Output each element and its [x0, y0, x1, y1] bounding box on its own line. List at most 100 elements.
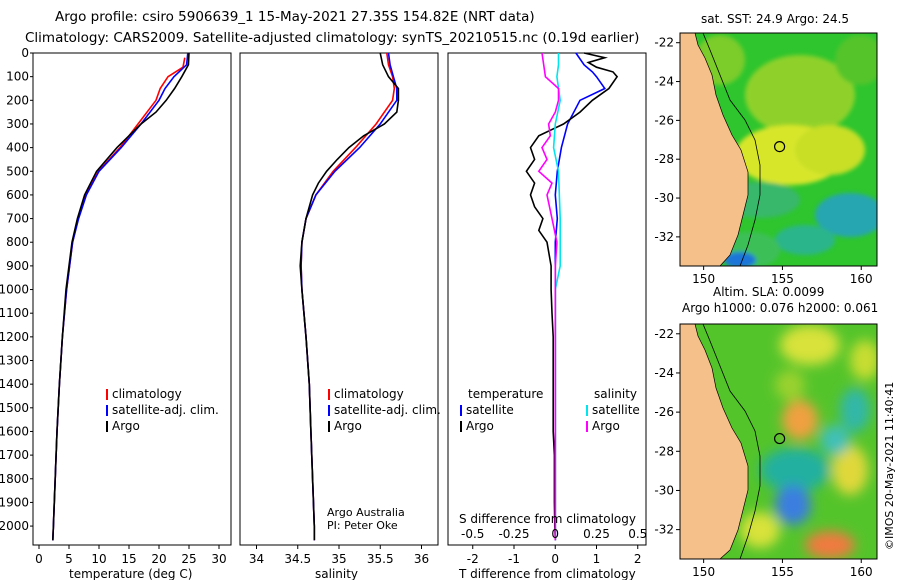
- x-tick-label: 34.5: [284, 552, 311, 566]
- sla-map-land: [680, 324, 749, 559]
- map-y-tick-label: -32: [654, 523, 674, 537]
- map-y-tick-label: -26: [654, 405, 674, 419]
- salinity-xlabel: salinity: [315, 567, 358, 580]
- depth-tick-label: 900: [6, 259, 29, 273]
- depth-tick-label: 400: [6, 141, 29, 155]
- depth-tick-label: 1500: [0, 401, 29, 415]
- depth-tick-label: 1400: [0, 377, 29, 391]
- depth-axis: 0 100 200 300 400 500 600 700 800 900 1000 1100 1200…: [0, 46, 33, 533]
- depth-tick-label: 0: [21, 46, 29, 60]
- map-y-tick-label: -30: [654, 483, 674, 497]
- x-tick-label: 15: [121, 552, 136, 566]
- map-y-tick-label: -28: [654, 152, 674, 166]
- series-line-climatology: [52, 57, 186, 541]
- map-x-tick-label: 155: [771, 565, 794, 579]
- series-line-argo: [52, 52, 190, 541]
- s-diff-tick-label: 0.5: [628, 527, 647, 541]
- x-tick-label: 5: [65, 552, 73, 566]
- pi-credit: PI: Peter Oke: [327, 519, 398, 532]
- s-diff-tick-label: -0.5: [461, 527, 484, 541]
- sla-argo-location-marker: [774, 432, 786, 445]
- depth-tick-label: 100: [6, 70, 29, 84]
- title-line-2: Climatology: CARS2009. Satellite-adjuste…: [25, 30, 639, 46]
- legend-label: satellite-adj. clim.: [112, 403, 219, 417]
- series-line-satellite-adj-clim-: [52, 52, 189, 541]
- legend-temperature-header: temperature: [468, 387, 543, 401]
- series-line-argo: [299, 52, 400, 541]
- legend-label: climatology: [334, 387, 404, 401]
- sla-map-frame: [679, 323, 878, 560]
- s-diff-tick-label: 0: [551, 527, 559, 541]
- imos-timestamp: ©IMOS 20-May-2021 11:40:41: [883, 382, 896, 550]
- legend-label: satellite: [466, 403, 514, 417]
- sst-map-title: sat. SST: 24.9 Argo: 24.5: [701, 12, 849, 26]
- depth-tick-label: 2000: [0, 519, 29, 533]
- t-difference-xlabel: T difference from climatology: [458, 567, 636, 580]
- map-x-tick-label: 150: [692, 272, 715, 286]
- map-x-tick-label: 160: [850, 565, 873, 579]
- series-line-temperature-satellite: [554, 52, 606, 541]
- legend-label: Argo: [466, 419, 494, 433]
- sla-map-shelf-contour: [702, 324, 761, 559]
- salinity-plot-frame: [239, 52, 439, 546]
- map-y-tick-label: -22: [654, 327, 674, 341]
- sla-map-subtitle: Argo h1000: 0.076 h2000: 0.061: [682, 301, 878, 315]
- argo-australia-credit: Argo Australia: [327, 506, 405, 519]
- map-y-tick-label: -28: [654, 444, 674, 458]
- x-tick-label: 0: [35, 552, 43, 566]
- sst-map: sat. SST: 24.9 Argo: 24.5 150 155 160 -22 -2…: [654, 12, 878, 286]
- x-tick-label: 36: [414, 552, 429, 566]
- depth-tick-label: 1900: [0, 495, 29, 509]
- x-tick-label: 0: [551, 552, 559, 566]
- x-tick-label: -1: [508, 552, 520, 566]
- sst-argo-location-marker: [774, 140, 786, 153]
- x-tick-label: 35: [331, 552, 346, 566]
- sst-map-frame: [679, 32, 878, 267]
- sst-map-shelf-contour: [702, 33, 761, 266]
- map-y-tick-label: -32: [654, 230, 674, 244]
- depth-tick-label: 700: [6, 212, 29, 226]
- depth-tick-label: 800: [6, 235, 29, 249]
- x-tick-label: 35.5: [367, 552, 394, 566]
- temperature-xlabel: temperature (deg C): [69, 567, 192, 580]
- temperature-panel: 0 5 10 15 20 25 30 temperature (deg C) climato…: [32, 52, 232, 580]
- map-x-tick-label: 155: [771, 272, 794, 286]
- map-y-tick-label: -24: [654, 75, 674, 89]
- depth-tick-label: 1600: [0, 424, 29, 438]
- x-tick-label: 2: [634, 552, 642, 566]
- depth-tick-label: 200: [6, 93, 29, 107]
- map-x-tick-label: 150: [692, 565, 715, 579]
- depth-tick-label: 300: [6, 117, 29, 131]
- x-tick-label: 20: [151, 552, 166, 566]
- legend-label: satellite: [592, 403, 640, 417]
- legend-label: climatology: [112, 387, 182, 401]
- sla-map-title: Altim. SLA: 0.0099: [713, 285, 824, 299]
- legend-label: Argo: [334, 419, 362, 433]
- legend-label: Argo: [112, 419, 140, 433]
- map-y-tick-label: -22: [654, 36, 674, 50]
- depth-tick-label: 1800: [0, 472, 29, 486]
- s-diff-tick-label: -0.25: [498, 527, 529, 541]
- difference-panel: -2 -1 0 1 2 -0.5 -0.25 0 0.25 0.5 S difference fr…: [447, 52, 647, 580]
- x-tick-label: 34: [249, 552, 264, 566]
- sst-map-land: [680, 33, 749, 266]
- title-line-1: Argo profile: csiro 5906639_1 15-May-202…: [55, 9, 535, 25]
- depth-tick-label: 1100: [0, 306, 29, 320]
- depth-tick-label: 1700: [0, 448, 29, 462]
- depth-tick-label: 1200: [0, 330, 29, 344]
- x-tick-label: 1: [593, 552, 601, 566]
- depth-tick-label: 600: [6, 188, 29, 202]
- x-tick-label: 10: [91, 552, 106, 566]
- map-y-tick-label: -24: [654, 366, 674, 380]
- depth-tick-label: 1300: [0, 354, 29, 368]
- s-diff-tick-label: 0.25: [583, 527, 610, 541]
- sla-map: Altim. SLA: 0.0099 Argo h1000: 0.076 h20…: [654, 285, 896, 579]
- temperature-plot-frame: [32, 52, 232, 546]
- x-tick-label: -2: [467, 552, 479, 566]
- series-line-temperature-argo: [525, 52, 619, 541]
- salinity-panel: 34 34.5 35 35.5 36 salinity climatology satel…: [239, 52, 441, 580]
- series-line-salinity-argo: [537, 52, 560, 541]
- map-y-tick-label: -26: [654, 113, 674, 127]
